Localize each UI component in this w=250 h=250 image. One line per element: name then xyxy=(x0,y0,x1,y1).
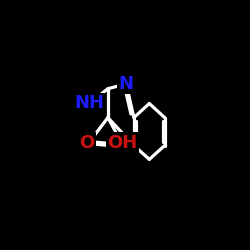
Text: OH: OH xyxy=(107,134,138,152)
Text: N: N xyxy=(119,75,134,93)
Text: NH: NH xyxy=(74,94,104,112)
Text: O: O xyxy=(79,134,94,152)
